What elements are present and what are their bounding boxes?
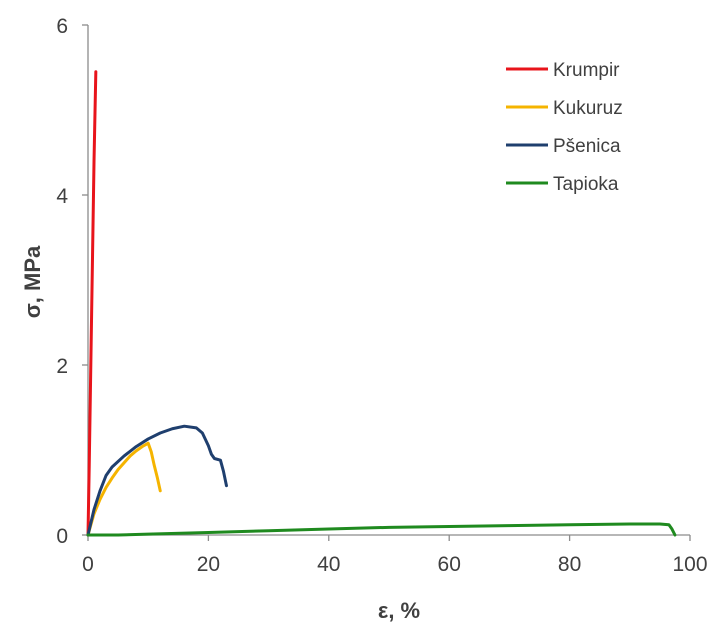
- y-tick-label: 2: [56, 355, 68, 378]
- legend-label-tapioka: Tapioka: [553, 174, 619, 195]
- legend: Krumpir Kukuruz Pšenica Tapioka: [506, 60, 623, 195]
- series-line-krumpir: [86, 70, 98, 537]
- legend-label-krumpir: Krumpir: [553, 60, 620, 81]
- y-tick-label: 6: [56, 15, 68, 38]
- legend-label-pšenica: Pšenica: [553, 136, 621, 157]
- y-tick-label: 4: [56, 185, 68, 208]
- series-layer: [86, 70, 677, 537]
- series-line-tapioka: [86, 522, 677, 537]
- x-tick-label: 0: [82, 553, 94, 576]
- series-line-pšenica: [86, 424, 228, 537]
- x-tick-label: 40: [317, 553, 340, 576]
- x-tick-label: 60: [438, 553, 461, 576]
- legend-label-kukuruz: Kukuruz: [553, 98, 623, 119]
- y-tick-label: 0: [56, 525, 68, 548]
- x-tick-label: 100: [672, 553, 707, 576]
- y-axis-label: σ, MPa: [20, 245, 45, 318]
- x-tick-label: 20: [197, 553, 220, 576]
- x-axis-label: ε, %: [378, 598, 420, 623]
- series-line-kukuruz: [86, 441, 162, 537]
- x-tick-label: 80: [558, 553, 581, 576]
- axes-layer: 0 20 40 60 80 100 0 2 4 6: [56, 15, 707, 576]
